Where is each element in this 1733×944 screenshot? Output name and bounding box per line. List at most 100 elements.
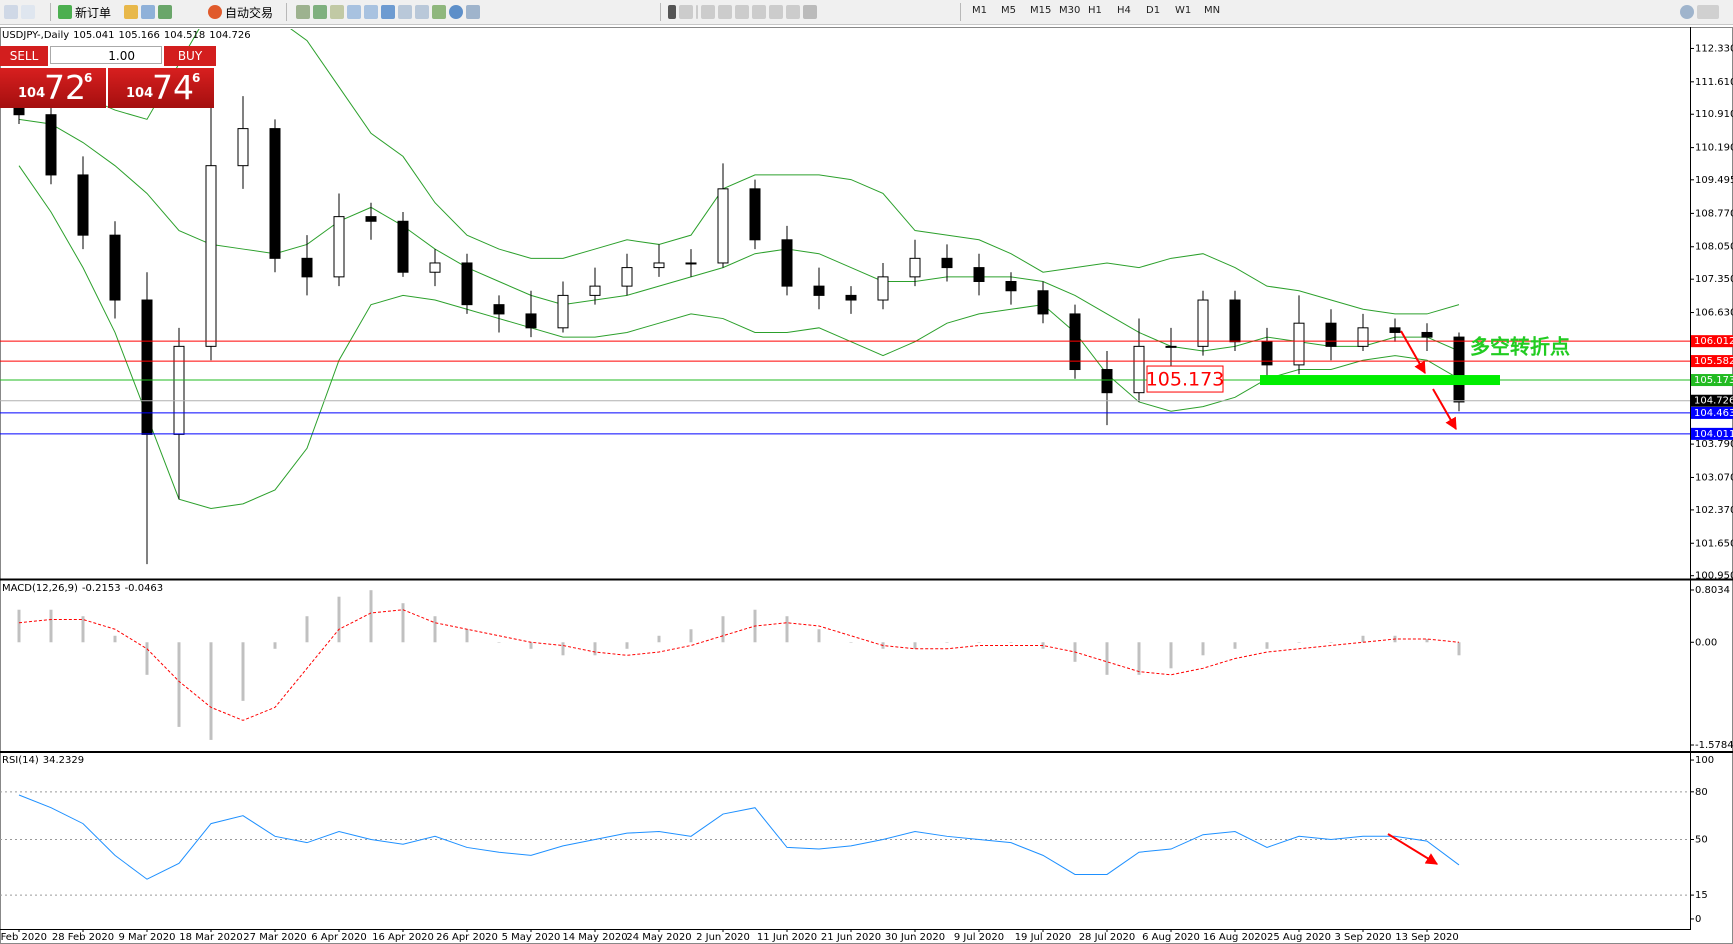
drawing-tools[interactable] [668,3,817,21]
macd-bar [1457,642,1461,656]
auto-trade-button[interactable]: 自动交易 [208,3,273,21]
price-level-tag [1691,335,1733,348]
timeframe-button[interactable]: M30 [1059,5,1081,16]
x-tick-label: 21 Jun 2020 [821,932,881,943]
button-label: 自动交易 [225,5,274,20]
x-tick-label: 5 May 2020 [502,932,561,943]
bid-price[interactable]: 104 72 6 [0,68,106,108]
panel-header: RSI(14) 34.2329 [2,755,84,766]
ask-price[interactable]: 104 74 6 [108,68,214,108]
y-tick-label: 100.950 [1695,571,1733,582]
band-middle [18,118,1460,352]
header-value: -0.0463 [125,583,164,594]
candle-body [269,128,281,259]
search-icon[interactable] [1680,3,1719,21]
candle-body [1133,345,1145,394]
x-tick-label: 6 Apr 2020 [311,932,366,943]
x-tick-label: 3 Sep 2020 [1334,932,1391,943]
macd-bar [81,616,85,643]
x-tick-label: 26 Apr 2020 [436,932,498,943]
buy-button[interactable]: BUY [164,46,216,66]
timeframe-button[interactable]: MN [1204,5,1221,16]
x-tick-label: 16 Aug 2020 [1203,932,1267,943]
macd-bar [785,616,789,643]
separator [960,3,961,21]
candle-body [237,128,249,167]
candle-body [845,294,857,301]
sell-button[interactable]: SELL [0,46,48,66]
y-tick-label: 107.350 [1695,274,1733,285]
timeframe-button[interactable]: H1 [1088,5,1102,16]
macd-bar [561,642,565,656]
candle-body [141,299,153,435]
arrow [1432,388,1457,431]
y-tick-label: 108.050 [1695,242,1733,253]
lots-input[interactable]: 1.00 [50,46,162,64]
price-small: 6 [192,71,201,85]
macd-bar [1233,642,1237,649]
price-box [1146,365,1224,393]
toolbar-icons[interactable] [4,3,35,21]
y-tick-label: 15 [1695,890,1708,901]
macd-bar [305,616,309,643]
candle-body [941,257,953,269]
x-tick-label: 24 May 2020 [626,932,691,943]
candle-body [1165,345,1177,348]
y-tick-label: 103.070 [1695,472,1733,483]
price-level-label: 104.011 [1694,429,1733,440]
header-value: -0.2153 [82,583,121,594]
macd-bar [497,642,501,643]
timeframe-button[interactable]: M15 [1030,5,1052,16]
panel-header: USDJPY-,Daily 105.041 105.166 104.518 104.72… [2,30,251,41]
x-tick-label: 11 Jun 2020 [757,932,817,943]
toolbar-icons[interactable] [124,3,172,21]
x-tick-label: 9 Jul 2020 [954,932,1004,943]
panel [17,590,1461,740]
candle-body [525,313,537,329]
turning-bar [1260,375,1500,386]
candle-body [877,276,889,301]
x-tick-label: 9 Feb 2020 [0,932,47,943]
price-box-label: 105.173 [1146,369,1225,391]
candle-body [653,262,665,269]
x-tick-label: 14 May 2020 [562,932,627,943]
macd-bar [465,629,469,643]
candle-body [813,285,825,296]
candle-body [205,165,217,347]
x-tick-label: 2 Jun 2020 [696,932,750,943]
candle-body [1421,331,1433,338]
macd-bar [817,629,821,643]
price-main: 72 [44,68,86,107]
y-tick-label: 111.610 [1695,77,1733,88]
timeframe-button[interactable]: D1 [1146,5,1161,16]
candle-body [1261,341,1273,366]
y-tick-label: 102.370 [1695,505,1733,516]
candle-body [301,257,313,278]
timeframe-button[interactable]: H4 [1117,5,1131,16]
price-level-label: 104.463 [1694,408,1733,419]
timeframe-button[interactable]: W1 [1175,5,1192,16]
y-tick-label: 101.650 [1695,538,1733,549]
new-order-button[interactable]: 新订单 [58,3,111,21]
macd-bar [593,642,597,656]
candle-body [621,267,633,287]
macd-bar [945,642,949,643]
panel-title: MACD(12,26,9) [2,583,78,594]
macd-bar [337,596,341,643]
candle-body [909,257,921,278]
price-small: 6 [84,71,93,85]
timeframe-button[interactable]: M5 [1001,5,1016,16]
price-big: 104 [18,86,46,101]
toolbar-icons[interactable] [296,3,480,21]
timeframe-button[interactable]: M1 [972,5,987,16]
candle-body [109,234,121,301]
y-tick-label: 0 [1695,914,1701,925]
separator [286,3,287,21]
candle-body [429,262,441,273]
button-label: 新订单 [75,5,112,20]
header-value: 105.041 [73,30,114,41]
macd-bar [689,629,693,643]
header-value: 34.2329 [43,755,84,766]
y-tick-label: -1.5784 [1695,740,1733,751]
